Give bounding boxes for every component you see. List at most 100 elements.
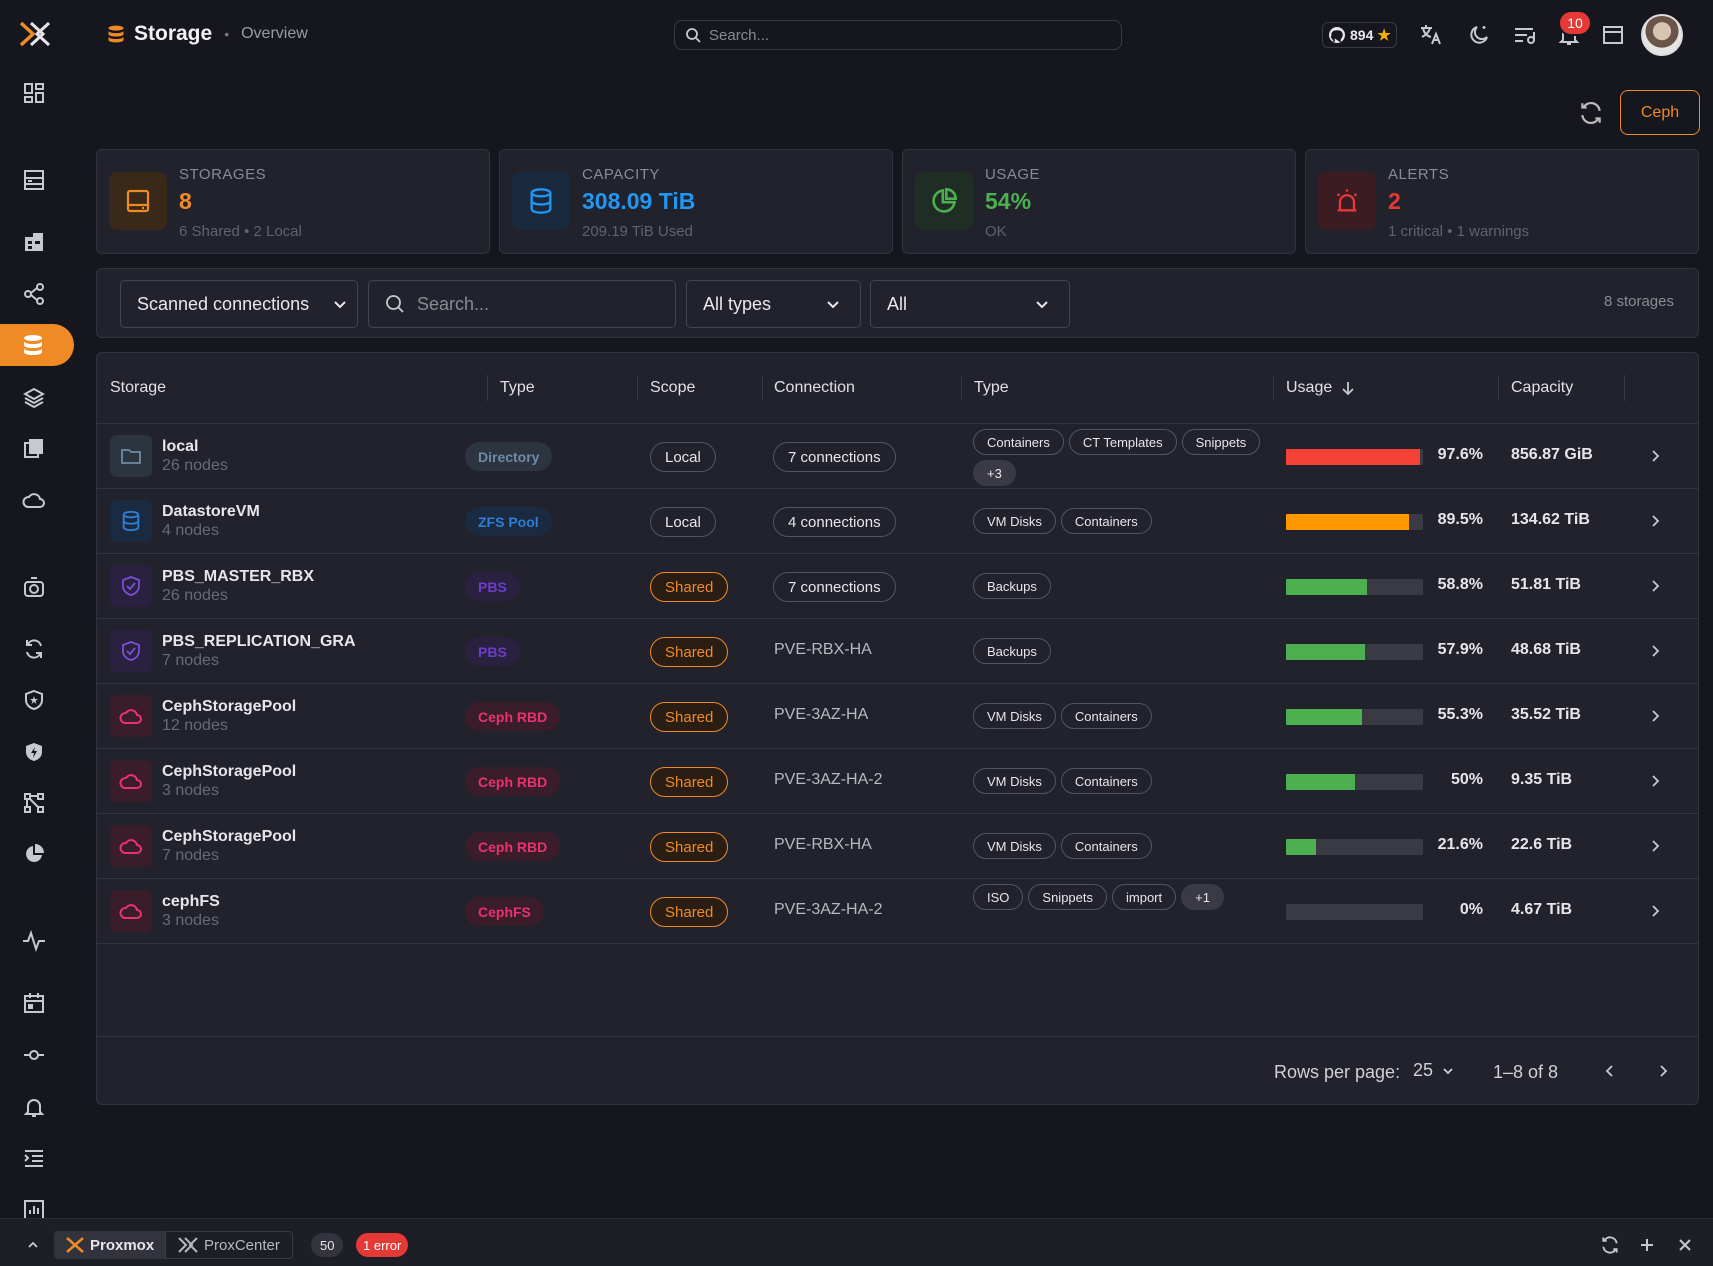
tab-proxcenter[interactable]: ProxCenter xyxy=(165,1231,293,1259)
connections-badge[interactable]: 7 connections xyxy=(773,442,896,472)
shield-bolt-icon[interactable] xyxy=(20,738,48,766)
scope-select[interactable]: All xyxy=(870,280,1070,328)
content-tag: Containers xyxy=(973,429,1064,455)
chevron-right-icon[interactable] xyxy=(1647,448,1663,464)
storage-name[interactable]: DatastoreVM xyxy=(162,503,260,520)
column-header-type[interactable]: Type xyxy=(500,379,535,396)
card-sub: 6 Shared • 2 Local xyxy=(179,223,302,240)
search-icon xyxy=(686,28,701,43)
storage-search-input[interactable]: Search... xyxy=(368,280,676,328)
table-row[interactable]: PBS_MASTER_RBX 26 nodes PBS Shared 7 con… xyxy=(97,554,1698,619)
github-stars-button[interactable]: 894 ★ xyxy=(1322,22,1397,48)
previous-page-button[interactable] xyxy=(1602,1063,1618,1079)
scope-badge: Shared xyxy=(650,637,729,667)
error-badge[interactable]: 1 error xyxy=(356,1233,409,1257)
storage-name[interactable]: CephStoragePool xyxy=(162,763,297,780)
shield-star-icon[interactable] xyxy=(20,686,48,714)
task-count-badge[interactable]: 50 xyxy=(311,1233,344,1257)
usage-bar xyxy=(1286,904,1423,920)
table-row[interactable]: cephFS 3 nodes CephFS Shared PVE-3AZ-HA-… xyxy=(97,879,1698,944)
folder-icon xyxy=(120,445,142,467)
app-logo[interactable] xyxy=(18,20,52,48)
type-select[interactable]: All types xyxy=(686,280,861,328)
close-icon[interactable] xyxy=(1665,1231,1705,1259)
storage-name[interactable]: PBS_MASTER_RBX xyxy=(162,568,315,585)
tab-proxmox[interactable]: Proxmox xyxy=(54,1231,167,1259)
collapse-button[interactable] xyxy=(14,1231,52,1259)
translate-icon[interactable] xyxy=(1418,22,1444,48)
activity-icon[interactable] xyxy=(20,927,48,955)
rows-per-page-select[interactable]: 25 xyxy=(1413,1060,1455,1081)
storage-name[interactable]: CephStoragePool xyxy=(162,698,297,715)
chevron-right-icon[interactable] xyxy=(1647,578,1663,594)
table-row[interactable]: CephStoragePool 3 nodes Ceph RBD Shared … xyxy=(97,749,1698,814)
table-row[interactable]: CephStoragePool 7 nodes Ceph RBD Shared … xyxy=(97,814,1698,879)
sync-icon[interactable] xyxy=(20,635,48,663)
task-list-icon[interactable] xyxy=(20,1144,48,1172)
table-row[interactable]: DatastoreVM 4 nodes ZFS Pool Local 4 con… xyxy=(97,489,1698,554)
connection-name: PVE-3AZ-HA xyxy=(774,706,869,723)
theme-toggle-icon[interactable] xyxy=(1466,22,1492,48)
dashboard-icon[interactable] xyxy=(20,79,48,107)
column-header-content-type[interactable]: Type xyxy=(974,379,1009,396)
column-header-connection[interactable]: Connection xyxy=(774,379,855,396)
storage-type-badge: CephFS xyxy=(465,897,544,926)
table-row[interactable]: local 26 nodes Directory Local 7 connect… xyxy=(97,424,1698,489)
storage-count: 8 storages xyxy=(1603,293,1674,310)
chevron-right-icon[interactable] xyxy=(1647,903,1663,919)
column-header-scope[interactable]: Scope xyxy=(650,379,696,396)
server-icon[interactable] xyxy=(20,166,48,194)
inventory-icon[interactable] xyxy=(20,228,48,256)
connections-select[interactable]: Scanned connections xyxy=(120,280,358,328)
storage-type-badge: PBS xyxy=(465,572,520,601)
chevron-right-icon[interactable] xyxy=(1647,773,1663,789)
sync-icon[interactable] xyxy=(1588,1231,1632,1259)
add-icon[interactable] xyxy=(1627,1231,1667,1259)
table-row[interactable]: CephStoragePool 12 nodes Ceph RBD Shared… xyxy=(97,684,1698,749)
ceph-button[interactable]: Ceph xyxy=(1620,90,1700,135)
content-tag: Snippets xyxy=(1028,884,1107,910)
chevron-right-icon[interactable] xyxy=(1647,838,1663,854)
connections-badge[interactable]: 7 connections xyxy=(773,572,896,602)
pie-chart-icon[interactable] xyxy=(20,840,48,868)
content-tag: CT Templates xyxy=(1068,429,1177,455)
content-tag: Containers xyxy=(1060,703,1152,729)
next-page-button[interactable] xyxy=(1655,1063,1671,1079)
storage-name[interactable]: PBS_REPLICATION_GRA xyxy=(162,633,356,650)
calendar-icon[interactable] xyxy=(20,989,48,1017)
scope-badge: Shared xyxy=(650,897,729,927)
column-header-capacity[interactable]: Capacity xyxy=(1511,379,1574,396)
more-tags-badge: +3 xyxy=(973,460,1016,486)
chevron-right-icon[interactable] xyxy=(1647,708,1663,724)
column-header-storage[interactable]: Storage xyxy=(110,379,167,396)
content-tag: Backups xyxy=(973,638,1051,664)
chevron-right-icon[interactable] xyxy=(1647,643,1663,659)
type-select-value: All types xyxy=(703,293,772,314)
more-tags-badge: +1 xyxy=(1181,884,1224,910)
column-header-usage[interactable]: Usage xyxy=(1286,379,1356,397)
global-search-input[interactable]: Search... xyxy=(674,20,1122,50)
chevron-right-icon[interactable] xyxy=(1647,513,1663,529)
table-row[interactable]: PBS_REPLICATION_GRA 7 nodes PBS Shared P… xyxy=(97,619,1698,684)
layers-icon[interactable] xyxy=(20,384,48,412)
window-layout-icon[interactable] xyxy=(1600,22,1626,48)
storage-name[interactable]: cephFS xyxy=(162,893,220,910)
cloud-icon[interactable] xyxy=(20,486,48,514)
storage-name[interactable]: local xyxy=(162,438,199,455)
copy-icon[interactable] xyxy=(20,434,48,462)
commit-icon[interactable] xyxy=(20,1041,48,1069)
capacity-value: 4.67 TiB xyxy=(1511,901,1573,918)
network-icon[interactable] xyxy=(20,280,48,308)
sidebar-item-storage[interactable] xyxy=(0,324,74,366)
refresh-icon[interactable] xyxy=(1578,100,1604,126)
storage-type-icon-box xyxy=(110,890,152,932)
topology-icon[interactable] xyxy=(20,789,48,817)
queue-icon[interactable] xyxy=(1512,22,1538,48)
camera-icon[interactable] xyxy=(20,573,48,601)
user-avatar[interactable] xyxy=(1641,14,1683,56)
storage-type-icon-box xyxy=(110,565,152,607)
bell-icon[interactable] xyxy=(20,1093,48,1121)
storage-name[interactable]: CephStoragePool xyxy=(162,828,297,845)
connections-badge[interactable]: 4 connections xyxy=(773,507,896,537)
usage-card-icon-box xyxy=(915,172,973,230)
